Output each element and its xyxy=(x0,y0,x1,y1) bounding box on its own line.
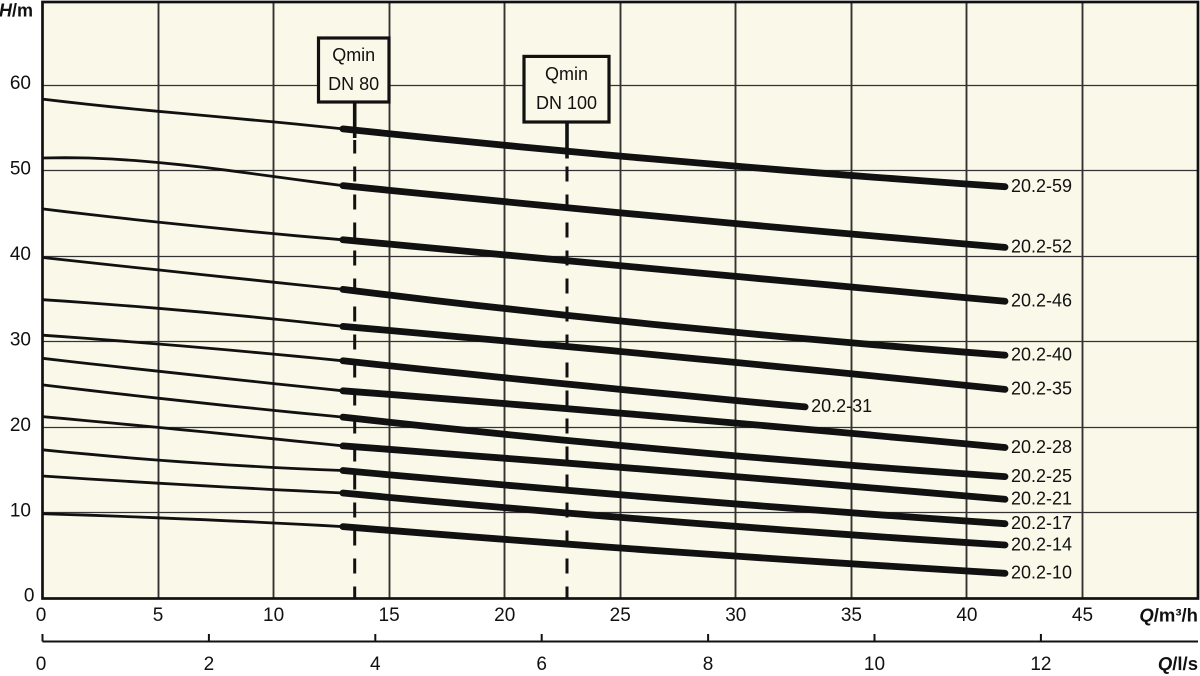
svg-text:20: 20 xyxy=(10,415,31,436)
svg-text:20.2-40: 20.2-40 xyxy=(1011,345,1072,365)
svg-text:10: 10 xyxy=(263,605,284,626)
svg-text:20: 20 xyxy=(494,605,515,626)
svg-text:20.2-28: 20.2-28 xyxy=(1011,437,1072,457)
svg-text:30: 30 xyxy=(10,329,31,350)
svg-text:20.2-25: 20.2-25 xyxy=(1011,466,1072,486)
svg-text:20.2-46: 20.2-46 xyxy=(1011,291,1072,311)
svg-text:30: 30 xyxy=(725,605,746,626)
svg-text:40: 40 xyxy=(10,244,31,265)
svg-text:20.2-35: 20.2-35 xyxy=(1011,379,1072,399)
svg-text:10: 10 xyxy=(864,654,885,675)
svg-text:50: 50 xyxy=(10,158,31,179)
svg-text:Qmin: Qmin xyxy=(332,45,375,65)
svg-text:20.2-21: 20.2-21 xyxy=(1011,489,1072,509)
svg-text:5: 5 xyxy=(153,605,164,626)
svg-text:Q/m³/h: Q/m³/h xyxy=(1139,605,1198,626)
svg-text:60: 60 xyxy=(10,73,31,94)
svg-text:20.2-31: 20.2-31 xyxy=(811,396,872,416)
svg-text:Qmin: Qmin xyxy=(545,64,588,84)
svg-text:20.2-14: 20.2-14 xyxy=(1011,534,1072,554)
svg-text:6: 6 xyxy=(536,654,547,675)
svg-text:25: 25 xyxy=(610,605,631,626)
svg-text:20.2-52: 20.2-52 xyxy=(1011,237,1072,257)
svg-text:DN 100: DN 100 xyxy=(536,93,597,113)
svg-text:4: 4 xyxy=(370,654,381,675)
svg-text:35: 35 xyxy=(841,605,862,626)
svg-text:0: 0 xyxy=(24,586,35,607)
svg-text:0: 0 xyxy=(36,605,47,626)
svg-text:8: 8 xyxy=(703,654,714,675)
svg-text:20.2-59: 20.2-59 xyxy=(1011,176,1072,196)
svg-text:20.2-17: 20.2-17 xyxy=(1011,513,1072,533)
svg-text:12: 12 xyxy=(1030,654,1051,675)
svg-text:10: 10 xyxy=(10,501,31,522)
svg-text:20.2-10: 20.2-10 xyxy=(1011,563,1072,583)
svg-text:H/m: H/m xyxy=(0,1,33,21)
svg-text:15: 15 xyxy=(379,605,400,626)
svg-text:45: 45 xyxy=(1072,605,1093,626)
svg-text:0: 0 xyxy=(36,654,47,675)
svg-text:DN 80: DN 80 xyxy=(328,74,379,94)
svg-text:2: 2 xyxy=(204,654,215,675)
svg-text:40: 40 xyxy=(956,605,977,626)
svg-text:Q/l/s: Q/l/s xyxy=(1158,653,1198,674)
